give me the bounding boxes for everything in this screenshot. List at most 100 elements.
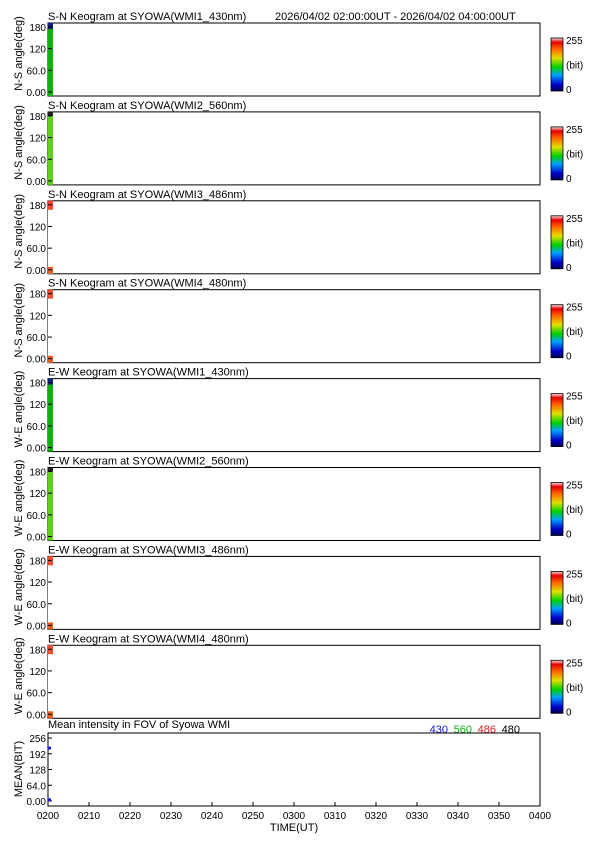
- x-tick-label: 0230: [160, 811, 183, 822]
- y-tick-label: 0.00: [27, 710, 47, 721]
- y-tick-label: 60.0: [27, 689, 47, 700]
- panel-ylabel: W-E angle(deg): [13, 460, 25, 537]
- mean-panel: Mean intensity in FOV of Syowa WMI 430 5…: [13, 719, 541, 808]
- colorbar-max: 255: [566, 303, 583, 314]
- keogram-strip: [48, 23, 53, 96]
- keogram-strip: [48, 556, 53, 630]
- colorbar-unit: (bit): [566, 683, 583, 694]
- panel-ylabel: N-S angle(deg): [13, 194, 25, 269]
- keogram-plot-frame: [47, 555, 541, 630]
- y-tick-label: 60.0: [27, 422, 47, 433]
- panel-title: S-N Keogram at SYOWA(WMI2_560nm): [48, 100, 246, 112]
- colorbar-min: 0: [566, 85, 572, 96]
- legend-560: 560: [454, 724, 472, 736]
- mean-y-tick-label: 64.0: [27, 781, 47, 792]
- colorbar-max: 255: [566, 125, 583, 136]
- mean-panel-title: Mean intensity in FOV of Syowa WMI: [48, 719, 230, 731]
- legend-486: 486: [478, 724, 496, 736]
- y-tick-label: 60.0: [27, 66, 47, 77]
- y-tick-label: 60.0: [27, 155, 47, 166]
- y-tick-label: 0.00: [27, 266, 47, 277]
- keogram-plot-frame: [47, 22, 541, 97]
- y-tick-label: 180: [29, 645, 46, 656]
- keogram-strip: [48, 111, 53, 185]
- panel-title: S-N Keogram at SYOWA(WMI4_480nm): [48, 278, 246, 290]
- colorbar-unit: (bit): [566, 327, 583, 338]
- y-tick-label: 0.00: [27, 533, 47, 544]
- panel-title: E-W Keogram at SYOWA(WMI1_430nm): [48, 367, 249, 379]
- mean-plot-frame: [47, 732, 541, 807]
- keogram-plot-frame: [47, 467, 541, 541]
- y-tick-label: 60.0: [27, 333, 47, 344]
- x-tick-label: 0240: [201, 811, 224, 822]
- time-range-header: 2026/04/02 02:00:00UT - 2026/04/02 04:00…: [275, 11, 516, 23]
- y-tick-label: 180: [29, 556, 46, 567]
- mean-ylabel: MEAN(BIT): [13, 741, 25, 797]
- keogram-panel: S-N Keogram at SYOWA(WMI3_486nm) N-S angl…: [13, 189, 583, 277]
- keogram-plot-frame: [47, 289, 541, 364]
- keogram-plot-frame: [47, 200, 541, 275]
- y-tick-label: 0.00: [27, 88, 47, 99]
- keogram-strip-top: [48, 467, 53, 472]
- keogram-strip: [48, 467, 53, 541]
- y-tick-label: 180: [29, 468, 46, 479]
- keogram-panel: E-W Keogram at SYOWA(WMI2_560nm) W-E angl…: [13, 456, 583, 544]
- y-tick-label: 120: [29, 222, 46, 233]
- y-tick-label: 120: [29, 667, 46, 678]
- y-tick-label: 60.0: [27, 600, 47, 611]
- y-tick-label: 0.00: [27, 444, 47, 455]
- x-tick-label: 0220: [119, 811, 142, 822]
- colorbar-unit: (bit): [566, 149, 583, 160]
- y-tick-label: 180: [29, 23, 46, 34]
- panel-ylabel: N-S angle(deg): [13, 105, 25, 180]
- colorbar: [550, 393, 564, 448]
- time-axis: TIME(UT) 0200 0210 0220 0230 0240 0250 0300 031…: [37, 802, 552, 834]
- panel-ylabel: N-S angle(deg): [13, 283, 25, 358]
- legend-430: 430: [430, 724, 448, 736]
- y-tick-label: 120: [29, 578, 46, 589]
- panel-ylabel: W-E angle(deg): [13, 637, 25, 714]
- mean-y-tick-label: 256: [29, 734, 46, 745]
- x-tick-label: 0200: [37, 811, 60, 822]
- x-tick-label: 0400: [529, 811, 552, 822]
- x-tick-label: 0250: [242, 811, 265, 822]
- y-tick-label: 120: [29, 400, 46, 411]
- colorbar-unit: (bit): [566, 416, 583, 427]
- colorbar-unit: (bit): [566, 505, 583, 516]
- keogram-plot-frame: [47, 111, 541, 186]
- mean-y-tick-label: 192: [29, 750, 46, 761]
- keogram-strip: [48, 645, 53, 719]
- colorbar: [550, 571, 564, 625]
- x-tick-label: 0300: [283, 811, 306, 822]
- keogram-plot-frame: [47, 644, 541, 719]
- x-tick-label: 0330: [406, 811, 429, 822]
- y-tick-label: 60.0: [27, 244, 47, 255]
- keogram-strip: [48, 289, 53, 363]
- y-tick-label: 180: [29, 201, 46, 212]
- x-tick-label: 0210: [78, 811, 101, 822]
- colorbar: [550, 304, 564, 359]
- colorbar-min: 0: [566, 174, 572, 185]
- keogram-panel: S-N Keogram at SYOWA(WMI2_560nm) N-S angl…: [13, 100, 583, 188]
- keogram-strip: [48, 200, 53, 274]
- legend-480: 480: [502, 724, 520, 736]
- colorbar-max: 255: [566, 214, 583, 225]
- keogram-strip-top: [48, 378, 53, 385]
- colorbar-min: 0: [566, 263, 572, 274]
- x-tick-label: 0350: [488, 811, 511, 822]
- panel-title: E-W Keogram at SYOWA(WMI3_486nm): [48, 544, 249, 556]
- y-tick-label: 180: [29, 112, 46, 123]
- colorbar: [550, 659, 564, 714]
- y-tick-label: 60.0: [27, 511, 47, 522]
- x-tick-label: 0310: [324, 811, 347, 822]
- colorbar-max: 255: [566, 481, 583, 492]
- colorbar-max: 255: [566, 392, 583, 403]
- colorbar-max: 255: [566, 658, 583, 669]
- y-tick-label: 0.00: [27, 177, 47, 188]
- keogram-plot-frame: [47, 378, 541, 453]
- colorbar-unit: (bit): [566, 61, 583, 72]
- panel-ylabel: N-S angle(deg): [13, 16, 25, 91]
- keogram-panel: S-N Keogram at SYOWA(WMI1_430nm) N-S angl…: [13, 11, 583, 99]
- colorbar-unit: (bit): [566, 238, 583, 249]
